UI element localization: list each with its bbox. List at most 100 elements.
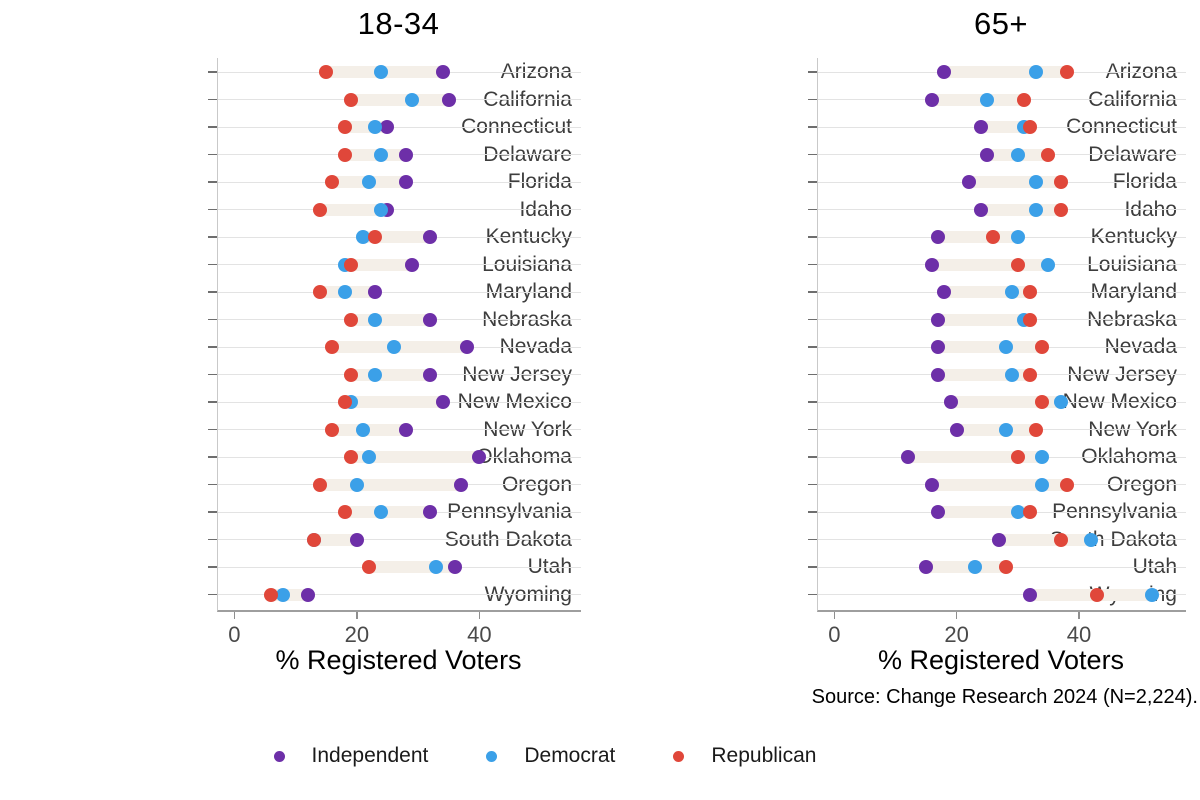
x-tick (955, 612, 958, 619)
democrat-dot-wyoming (1145, 587, 1160, 602)
democrat-dot-california (980, 92, 995, 107)
source-note: Source: Change Research 2024 (N=2,224). (811, 686, 1198, 708)
republican-dot-oregon (1059, 477, 1074, 492)
y-tick (807, 346, 817, 348)
y-tick (207, 208, 217, 211)
democrat-dot-new-york (355, 422, 370, 437)
y-tick (807, 263, 817, 266)
independent-dot-oklahoma (472, 450, 487, 464)
range-connector-arizona (937, 66, 1074, 78)
y-tick (207, 236, 217, 238)
y-tick (807, 373, 817, 376)
republican-legend-dot-icon (673, 750, 685, 762)
republican-dot-kentucky (986, 230, 1001, 244)
range-connector-florida (961, 176, 1068, 188)
gridline (218, 126, 581, 128)
independent-dot-new-york (398, 422, 413, 437)
y-tick (207, 401, 217, 403)
independent-dot-south-dakota (349, 532, 364, 547)
y-tick (807, 236, 817, 238)
independent-dot-kentucky (931, 230, 946, 244)
democrat-dot-kentucky (1010, 230, 1025, 244)
independent-dot-nevada (931, 340, 946, 354)
democrat-dot-connecticut (368, 120, 383, 134)
range-connector-south-dakota (306, 533, 364, 546)
independent-dot-south-dakota (992, 532, 1007, 547)
range-connector-louisiana (337, 258, 419, 271)
republican-dot-utah (362, 560, 377, 574)
independent-dot-delaware (398, 147, 413, 162)
republican-dot-california (1016, 92, 1031, 107)
independent-dot-utah (447, 560, 462, 574)
y-tick (207, 291, 217, 293)
republican-dot-wyoming (264, 587, 279, 602)
panel-plot-18-34: Arizona California Connecticut Delaware Flor… (207, 58, 581, 647)
panel-title-65plus: 65+ (973, 6, 1029, 41)
republican-dot-arizona (319, 65, 334, 79)
independent-legend-dot-icon (273, 750, 285, 762)
republican-dot-connecticut (337, 120, 352, 134)
gridline (218, 594, 581, 595)
democrat-dot-nevada (998, 340, 1013, 354)
x-tick-label-20: 20 (344, 622, 370, 647)
democrat-dot-utah (429, 560, 444, 574)
republican-dot-nebraska (343, 312, 358, 327)
democrat-dot-new-york (998, 422, 1013, 437)
democrat-dot-idaho (374, 202, 389, 217)
legend: Independent Democrat Republican (0, 744, 1200, 768)
y-tick (207, 98, 217, 101)
republican-dot-connecticut (1023, 120, 1038, 134)
y-tick (207, 511, 217, 513)
republican-dot-pennsylvania (1023, 505, 1038, 519)
republican-dot-california (343, 92, 358, 107)
democrat-legend-dot-icon (486, 750, 498, 762)
y-tick (807, 181, 817, 183)
range-connector-kentucky (931, 231, 1025, 243)
y-tick (207, 263, 217, 266)
republican-dot-oklahoma (1010, 450, 1025, 464)
range-connector-oregon (925, 478, 1074, 491)
y-tick (807, 153, 817, 156)
y-tick (807, 483, 817, 486)
republican-dot-new-mexico (337, 395, 352, 409)
democrat-dot-florida (362, 175, 377, 189)
y-tick (807, 538, 817, 541)
democrat-dot-idaho (1029, 202, 1044, 217)
republican-dot-maryland (1023, 285, 1038, 299)
range-connector-california (925, 93, 1031, 106)
republican-dot-kentucky (368, 230, 383, 244)
y-tick (807, 291, 817, 293)
democrat-dot-south-dakota (1084, 532, 1099, 547)
legend-label: Republican (711, 744, 817, 767)
x-tick (478, 612, 481, 619)
republican-dot-south-dakota (1053, 532, 1068, 547)
y-tick (807, 98, 817, 101)
x-tick (1078, 612, 1080, 619)
democrat-dot-maryland (337, 285, 352, 299)
legend-label: Democrat (524, 744, 616, 767)
y-tick (207, 346, 217, 348)
republican-dot-oregon (313, 477, 328, 492)
range-connector-nevada (931, 341, 1050, 353)
republican-dot-nevada (325, 340, 340, 354)
republican-dot-delaware (1041, 147, 1056, 162)
range-connector-utah (362, 561, 462, 573)
democrat-dot-pennsylvania (374, 505, 389, 519)
y-tick (207, 153, 217, 156)
legend-item-independent: Independent (273, 744, 428, 768)
range-connector-louisiana (925, 258, 1056, 271)
y-tick (207, 373, 217, 376)
independent-dot-nebraska (423, 312, 438, 327)
y-tick (807, 511, 817, 513)
independent-dot-maryland (937, 285, 952, 299)
independent-dot-arizona (937, 65, 952, 79)
democrat-dot-nevada (386, 340, 401, 354)
y-tick (207, 593, 217, 596)
y-tick (807, 318, 817, 321)
y-tick (807, 428, 817, 431)
y-tick (807, 593, 817, 596)
range-connector-oklahoma (343, 451, 487, 463)
republican-dot-louisiana (343, 257, 358, 272)
y-tick (207, 71, 217, 73)
